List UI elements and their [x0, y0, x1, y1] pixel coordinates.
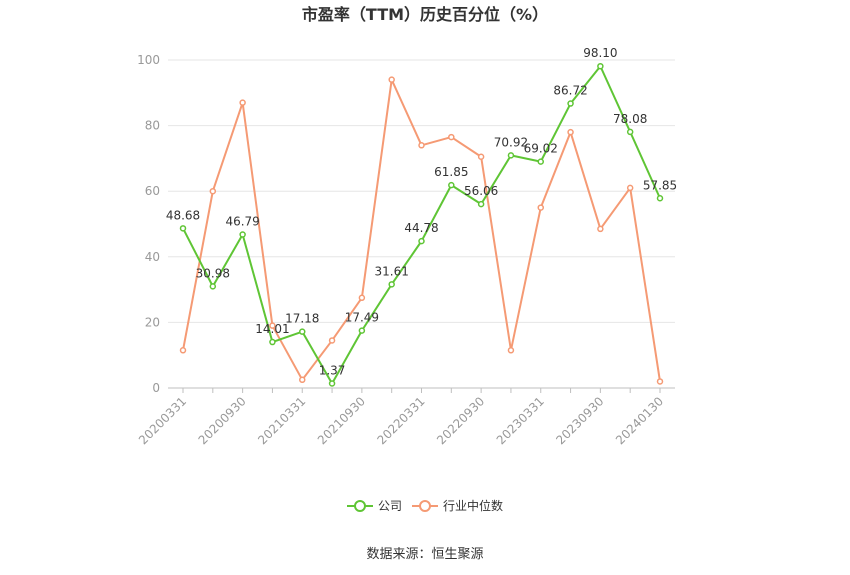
y-tick-label: 100	[137, 53, 160, 67]
x-tick-label: 20230331	[494, 394, 547, 447]
data-label-company: 30.98	[196, 266, 230, 280]
data-label-company: 44.78	[404, 221, 438, 235]
x-tick-label: 20200331	[136, 394, 189, 447]
legend-marker-company	[354, 500, 366, 512]
point-industry-median[interactable]	[209, 187, 217, 195]
legend-label-industry-median: 行业中位数	[443, 498, 503, 513]
data-label-company: 98.10	[583, 46, 617, 60]
data-label-company: 70.92	[494, 135, 528, 149]
data-label-company: 17.49	[345, 311, 379, 325]
data-label-company: 17.18	[285, 312, 319, 326]
y-tick-label: 60	[145, 184, 160, 198]
point-industry-median[interactable]	[239, 99, 246, 106]
point-company[interactable]	[269, 338, 276, 346]
point-industry-median[interactable]	[537, 204, 544, 211]
point-company[interactable]	[209, 283, 217, 290]
data-label-company: 69.02	[524, 142, 558, 156]
data-label-company: 46.79	[225, 215, 259, 229]
point-company[interactable]	[656, 195, 664, 202]
legend-item-company[interactable]: 公司	[347, 499, 402, 513]
data-source: 数据来源：恒生聚源	[366, 547, 483, 562]
point-company[interactable]	[328, 380, 336, 387]
point-industry-median[interactable]	[388, 76, 395, 83]
legend-marker-industry-median	[419, 500, 431, 512]
chart-title: 市盈率（TTM）历史百分位（%）	[302, 5, 548, 24]
point-company[interactable]	[179, 225, 187, 232]
grid	[168, 59, 675, 323]
series	[179, 62, 664, 387]
x-tick-label: 20210331	[255, 394, 308, 447]
x-tick-label: 20240130	[613, 394, 666, 447]
point-industry-median[interactable]	[507, 347, 515, 354]
x-tick-label: 20200930	[196, 394, 249, 447]
data-label-company: 57.85	[643, 178, 677, 192]
legend-label-company: 公司	[378, 499, 402, 513]
point-company[interactable]	[388, 281, 395, 288]
point-industry-median[interactable]	[358, 294, 366, 302]
data-label-company: 14.01	[255, 322, 289, 336]
point-company[interactable]	[567, 100, 574, 107]
point-industry-median[interactable]	[656, 378, 664, 385]
point-industry-median[interactable]	[448, 133, 455, 141]
y-tick-label: 40	[145, 250, 160, 264]
point-company[interactable]	[418, 237, 425, 245]
y-tick-label: 80	[145, 119, 160, 133]
data-label-company: 48.68	[166, 208, 200, 222]
data-label-company: 78.08	[613, 112, 647, 126]
data-label-company: 31.61	[375, 264, 409, 278]
point-industry-median[interactable]	[597, 225, 604, 233]
point-industry-median[interactable]	[626, 184, 634, 192]
point-industry-median[interactable]	[477, 153, 485, 161]
data-label-company: 86.72	[553, 84, 587, 98]
point-company[interactable]	[477, 200, 485, 208]
point-industry-median[interactable]	[179, 347, 187, 354]
point-company[interactable]	[239, 231, 246, 238]
x-tick-label: 20220930	[434, 394, 487, 447]
x-tick-label: 20220331	[375, 394, 428, 447]
x-tick-label: 20210930	[315, 394, 368, 447]
point-company[interactable]	[507, 152, 515, 159]
point-company[interactable]	[358, 327, 366, 334]
point-company[interactable]	[597, 62, 604, 70]
point-industry-median[interactable]	[269, 322, 276, 329]
point-company[interactable]	[626, 128, 634, 136]
point-company[interactable]	[448, 181, 455, 189]
legend: 公司 行业中位数	[347, 498, 503, 513]
x-tick-label: 20230930	[553, 394, 606, 447]
data-label-company: 1.37	[319, 364, 346, 378]
point-company[interactable]	[299, 328, 306, 335]
y-tick-label: 0	[152, 381, 160, 395]
legend-item-industry-median[interactable]: 行业中位数	[412, 498, 503, 513]
point-industry-median[interactable]	[418, 142, 425, 149]
point-industry-median[interactable]	[328, 337, 336, 344]
point-company[interactable]	[537, 158, 544, 165]
data-label-company: 56.06	[464, 184, 498, 198]
point-industry-median[interactable]	[567, 128, 574, 136]
y-tick-label: 20	[145, 315, 160, 329]
data-label-company: 61.85	[434, 165, 468, 179]
point-industry-median[interactable]	[299, 376, 306, 384]
